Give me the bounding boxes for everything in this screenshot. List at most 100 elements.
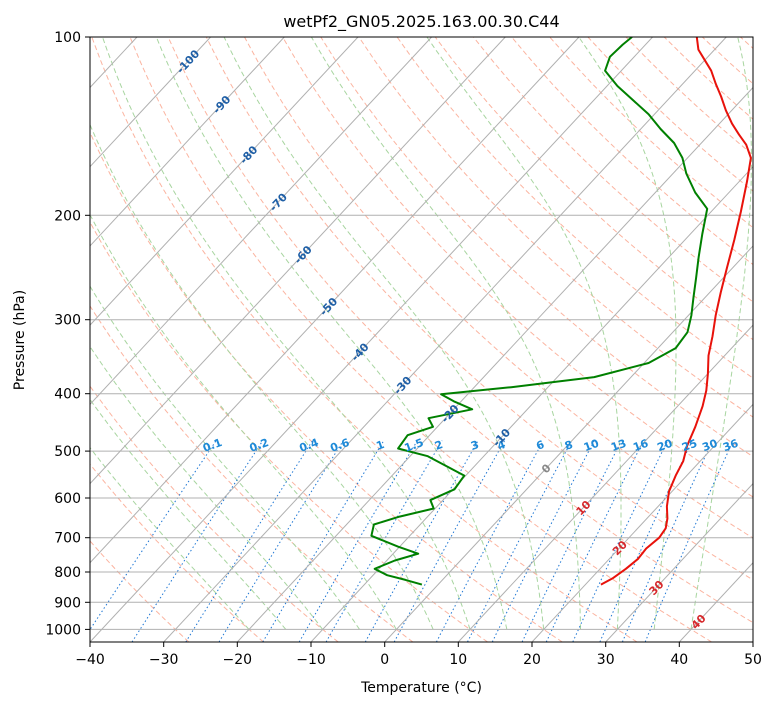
mixing-ratio-label: 1 (375, 438, 387, 453)
x-tick-label: 20 (523, 652, 541, 668)
x-tick-label: 0 (380, 652, 389, 668)
mixing-ratio-label: 0.4 (298, 436, 321, 455)
dewpoint-line (370, 37, 709, 586)
mixing-ratio-label: 36 (721, 437, 740, 455)
y-tick-label: 700 (54, 531, 81, 547)
y-tick-label: 800 (54, 565, 81, 581)
mixing-ratio-label: 0.6 (328, 436, 351, 455)
dry-adiabat-line (90, 131, 563, 642)
dry-adiabat-line (91, 37, 638, 642)
mixing-ratio-line (325, 440, 443, 642)
plot-frame (89, 36, 754, 643)
mixing-ratio-label: 0.1 (201, 436, 224, 455)
x-tick-label: −40 (75, 652, 105, 668)
moist-adiabat-line (223, 37, 545, 630)
dry-adiabat-line (90, 463, 264, 642)
mixing-ratio-label: 10 (582, 437, 601, 455)
grid-layer (90, 37, 753, 642)
y-tick-label: 100 (54, 30, 81, 46)
x-tick-label: 50 (744, 652, 762, 668)
moist-adiabat-line (90, 345, 324, 630)
dry-adiabat-line (473, 37, 753, 303)
temperature-line (600, 37, 752, 586)
y-tick-label: 500 (54, 444, 81, 460)
moist-adiabat-line (310, 37, 581, 630)
mixing-ratio-line (262, 440, 385, 642)
mixing-ratio-label: 4 (496, 438, 508, 453)
isotherm-line (457, 324, 753, 642)
mixing-ratio-label: 25 (680, 437, 699, 454)
isotherm-line (90, 37, 653, 642)
mixing-ratio-label: 13 (609, 437, 628, 454)
mixing-ratio-label: 1.5 (403, 436, 426, 455)
series-layer (370, 37, 752, 586)
moist-adiabat-line (90, 285, 360, 630)
y-tick-label: 200 (54, 208, 81, 224)
moist-adiabat-line (426, 37, 622, 630)
mixing-ratio-line (521, 440, 622, 642)
y-tick-label: 900 (54, 595, 81, 611)
dry-adiabat-line (90, 540, 190, 642)
mixing-ratio-line (364, 440, 479, 642)
mixing-ratio-line (298, 440, 418, 642)
x-tick-label: −30 (149, 652, 179, 668)
isotherm-line (163, 37, 727, 642)
y-tick-label: 400 (54, 387, 81, 403)
dry-adiabat-line (90, 221, 488, 642)
dry-adiabat-line (167, 37, 753, 624)
mixing-ratio-line (185, 440, 314, 642)
isotherm-line (90, 37, 580, 564)
moist-adiabat-line (578, 37, 677, 630)
x-tick-label: −20 (223, 652, 253, 668)
moist-adiabat-line (90, 213, 397, 630)
y-tick-label: 1000 (45, 622, 81, 638)
x-tick-label: 30 (597, 652, 615, 668)
mixing-ratio-label: 30 (701, 437, 720, 455)
y-axis-title: Pressure (hPa) (12, 290, 28, 390)
isotherm-line (90, 37, 285, 247)
mixing-ratio-line (90, 440, 217, 631)
x-tick-label: 40 (670, 652, 688, 668)
mixing-ratio-label: 2 (433, 438, 445, 453)
mixing-ratio-line (491, 440, 595, 642)
x-axis-title: Temperature (°C) (360, 680, 482, 696)
mixing-ratio-line (621, 440, 714, 642)
mixing-ratio-label: 16 (631, 437, 650, 455)
dry-adiabat-line (282, 37, 753, 498)
mixing-ratio-label: 6 (534, 438, 546, 453)
moist-adiabat-line (90, 123, 434, 630)
mixing-ratio-line (644, 440, 734, 642)
x-tick-label: 10 (449, 652, 467, 668)
tick-layer: −40 −30 −20 −10 0 10 20 30 40 5010020030040050060… (45, 30, 762, 668)
isotherm-line (90, 37, 211, 168)
dry-adiabat-line (129, 37, 712, 642)
moist-adiabat-line (155, 37, 508, 630)
y-tick-label: 300 (54, 313, 81, 329)
isotherm-line (236, 86, 753, 642)
isotherm-line (384, 245, 753, 642)
isotherm-line (90, 37, 506, 485)
dry-adiabat-line (434, 37, 753, 341)
isotherm-line (310, 165, 753, 642)
chart-title: wetPf2_GN05.2025.163.00.30.C44 (283, 12, 559, 32)
mixing-ratio-label: 0.2 (248, 436, 271, 455)
dry-adiabat-line (320, 37, 753, 458)
isotherm-line (90, 37, 359, 326)
y-tick-label: 600 (54, 491, 81, 507)
dry-adiabat-line (358, 37, 753, 418)
moist-adiabat-line (690, 37, 753, 630)
mixing-ratio-line (393, 440, 506, 642)
mixing-ratio-line (131, 440, 264, 642)
mixing-ratio-label: 8 (563, 438, 575, 453)
mixing-ratio-line (218, 440, 344, 642)
x-tick-label: −10 (296, 652, 326, 668)
isotherm-line (605, 482, 753, 642)
mixing-ratio-label: 3 (469, 438, 481, 453)
isotherm-line (531, 403, 753, 642)
moist-adiabat-line (102, 37, 471, 630)
moist-adiabat-line (90, 446, 250, 630)
isotherm-line (90, 37, 432, 406)
mixing-ratio-label: 20 (655, 437, 674, 455)
